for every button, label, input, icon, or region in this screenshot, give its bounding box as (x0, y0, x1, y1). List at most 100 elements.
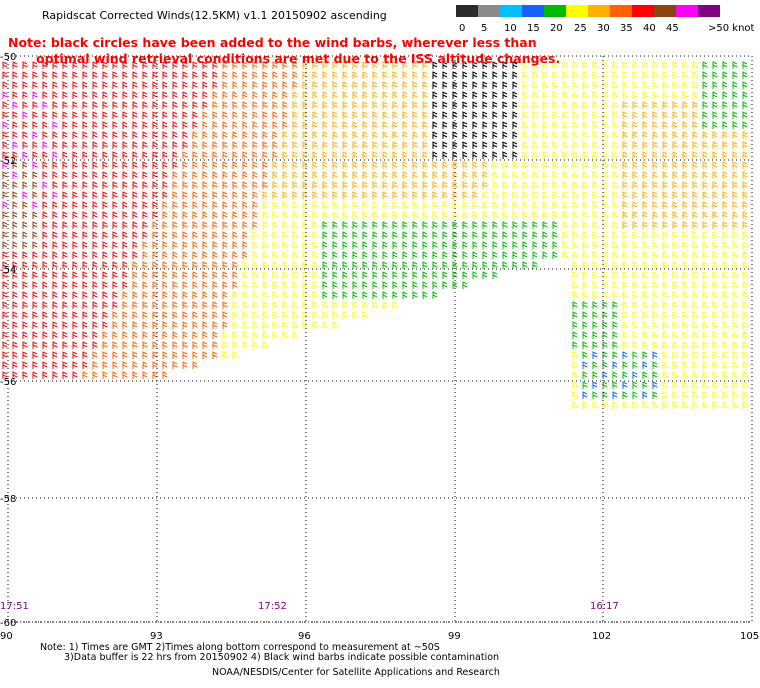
wind-barb (492, 151, 498, 159)
wind-barb (732, 111, 738, 119)
wind-barb (332, 281, 338, 289)
wind-barb (162, 281, 168, 289)
legend-swatch (478, 5, 500, 17)
wind-barb (252, 221, 258, 229)
wind-barb (42, 351, 48, 359)
wind-barb (352, 131, 358, 139)
wind-barb (582, 111, 588, 119)
wind-barb (452, 61, 458, 69)
wind-barb (602, 231, 608, 239)
wind-barb (582, 261, 588, 269)
wind-barb (482, 161, 488, 169)
wind-barb (532, 211, 538, 219)
wind-barb (702, 351, 708, 359)
wind-barb (692, 281, 698, 289)
wind-barb (522, 251, 528, 259)
wind-barb (82, 331, 88, 339)
wind-barb (652, 111, 658, 119)
wind-barb (662, 401, 668, 409)
wind-barb (632, 351, 638, 359)
wind-barb (102, 131, 108, 139)
wind-barb (162, 331, 168, 339)
wind-barb (262, 201, 268, 209)
wind-barb (182, 281, 188, 289)
wind-barb (352, 271, 358, 279)
wind-barb (742, 151, 748, 159)
wind-barb (392, 161, 398, 169)
wind-barb (272, 271, 278, 279)
wind-barb (292, 251, 298, 259)
wind-barb (112, 221, 118, 229)
wind-barb (612, 321, 618, 329)
wind-barb (592, 181, 598, 189)
wind-barb (142, 281, 148, 289)
wind-barb (472, 111, 478, 119)
wind-barb (182, 171, 188, 179)
wind-barb (442, 191, 448, 199)
wind-barb (42, 111, 48, 119)
wind-barb (582, 191, 588, 199)
wind-barb (642, 311, 648, 319)
wind-barb (72, 71, 78, 79)
wind-barb (682, 161, 688, 169)
wind-barb (12, 191, 18, 199)
wind-barb (32, 81, 38, 89)
wind-barb (262, 231, 268, 239)
wind-barb (182, 271, 188, 279)
wind-barb (572, 61, 578, 69)
wind-barb (432, 91, 438, 99)
wind-barb (572, 331, 578, 339)
wind-barb (342, 231, 348, 239)
wind-barb (152, 191, 158, 199)
wind-barb (332, 251, 338, 259)
wind-barb (712, 141, 718, 149)
wind-barb (532, 71, 538, 79)
wind-barb (382, 261, 388, 269)
wind-barb (682, 251, 688, 259)
wind-barb (412, 121, 418, 129)
wind-barb (272, 221, 278, 229)
wind-barb (142, 71, 148, 79)
wind-barb (682, 381, 688, 389)
wind-barb (152, 171, 158, 179)
wind-barb (232, 171, 238, 179)
wind-barb (532, 191, 538, 199)
wind-barb (302, 131, 308, 139)
wind-barb (252, 241, 258, 249)
wind-barb (722, 211, 728, 219)
wind-barb (312, 271, 318, 279)
wind-barb (172, 171, 178, 179)
wind-barb (742, 281, 748, 289)
wind-barb (592, 351, 598, 359)
wind-barb (422, 201, 428, 209)
wind-barb (152, 261, 158, 269)
wind-barb (692, 161, 698, 169)
wind-barb (632, 211, 638, 219)
wind-barb (212, 271, 218, 279)
wind-barb (2, 281, 8, 289)
wind-barb (172, 201, 178, 209)
wind-barb (12, 61, 18, 69)
wind-barb (732, 271, 738, 279)
wind-barb (142, 321, 148, 329)
wind-barb (502, 61, 508, 69)
wind-barb (742, 291, 748, 299)
wind-barb (342, 271, 348, 279)
wind-barb (432, 61, 438, 69)
wind-barb (552, 171, 558, 179)
wind-barb (492, 231, 498, 239)
wind-barb (422, 211, 428, 219)
wind-barb (132, 241, 138, 249)
wind-barb (472, 191, 478, 199)
wind-barb (52, 261, 58, 269)
wind-barb (32, 241, 38, 249)
wind-barb (592, 381, 598, 389)
wind-barb (332, 311, 338, 319)
wind-barb (722, 221, 728, 229)
wind-barb (582, 331, 588, 339)
wind-barb (462, 281, 468, 289)
wind-barb (682, 321, 688, 329)
wind-barb (322, 291, 328, 299)
wind-barb (422, 91, 428, 99)
wind-barb (262, 91, 268, 99)
